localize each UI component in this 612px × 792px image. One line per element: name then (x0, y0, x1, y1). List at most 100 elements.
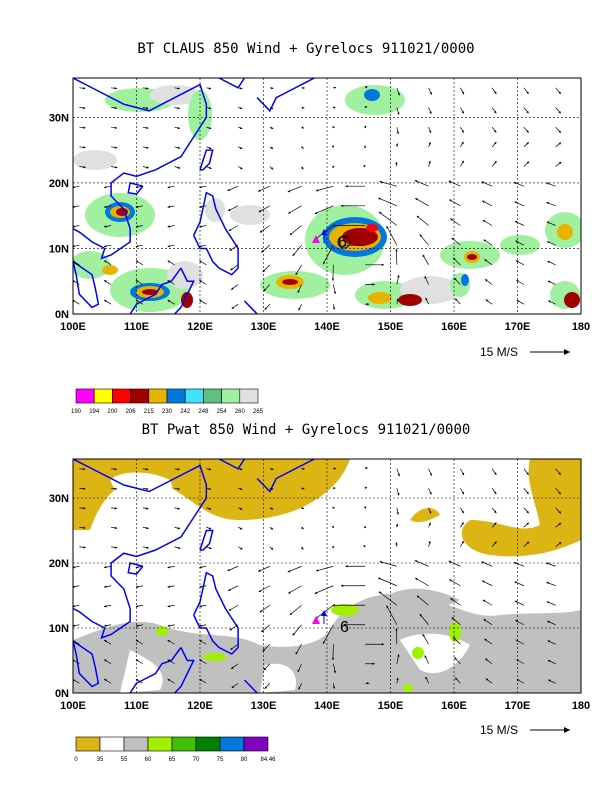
wind-arrow-head (258, 569, 261, 572)
coastline-segment (192, 191, 239, 276)
wind-arrow-head (177, 87, 180, 90)
wind-arrow-head (428, 541, 431, 544)
wind-arrow-head (332, 545, 335, 549)
wind-arrow-head (301, 106, 305, 109)
wind-arrow-head (270, 547, 274, 550)
wind-arrow-head (366, 682, 370, 685)
wind-arrow-head (494, 161, 497, 164)
cloud-top-temperature-field (73, 85, 581, 312)
wind-arrow-head (381, 263, 385, 267)
legend-label: 84.46 (260, 757, 276, 763)
coastline-segment (73, 78, 208, 260)
wind-arrow (416, 595, 429, 606)
wind-arrow-head (547, 620, 550, 624)
wind-arrow (415, 197, 429, 207)
wind-arrow-head (395, 143, 399, 146)
wind-arrow (378, 211, 398, 226)
wind-arrow-head (395, 248, 398, 252)
wind-arrow-head (494, 130, 497, 133)
wind-arrow-head (482, 220, 486, 223)
wind-arrow-head (208, 527, 212, 530)
wind-arrow-head (429, 130, 432, 134)
wind-arrow-head (270, 126, 274, 129)
wind-arrow-head (258, 589, 262, 592)
wind-arrow-head (448, 560, 452, 563)
wind-arrow-head (258, 209, 262, 213)
wind-arrow-head (146, 146, 149, 149)
wind-arrow-head (114, 507, 118, 510)
wind-arrow-head (83, 546, 86, 549)
wind-arrow-head (167, 299, 171, 303)
legend-label: 35 (97, 757, 104, 763)
wind-arrow-head (104, 624, 107, 627)
wind-arrow-head (483, 619, 487, 622)
wind-arrow (289, 225, 302, 236)
legend-label: 248 (198, 409, 209, 415)
wind-arrow-head (209, 546, 212, 550)
wind-arrow-head (429, 492, 432, 495)
wind-arrow-head (363, 525, 367, 529)
wind-arrow-head (177, 487, 180, 491)
wind-arrow-head (526, 510, 529, 514)
wind-arrow-head (461, 491, 464, 495)
axis-ticks: 100E 110E 120E 130E 140E 150E 160E 170E 180 0N 10N… (49, 493, 590, 712)
wind-arrow-head (104, 185, 107, 189)
wind-arrow-head (494, 91, 497, 95)
wind-arrow-head (526, 110, 529, 114)
y-tick-label: 10N (49, 623, 69, 635)
wind-arrow-head (378, 197, 381, 200)
wind-arrow-head (239, 146, 243, 150)
wind-arrow (378, 577, 397, 587)
wind-arrow-head (453, 637, 456, 640)
wind-arrow-head (364, 106, 367, 109)
wind-arrow-head (167, 624, 170, 627)
wind-arrow-head (482, 580, 485, 583)
x-tick-label: 140E (314, 321, 340, 333)
wind-arrow-head (199, 624, 202, 627)
wind-arrow-head (135, 605, 139, 608)
legend-label: 242 (180, 409, 191, 415)
wind-arrow-head (167, 679, 171, 682)
wind-arrow-head (146, 487, 149, 490)
wind-arrow-head (332, 686, 336, 689)
wind-arrow-head (135, 260, 139, 263)
wind-arrow-head (83, 106, 86, 110)
legend-label: 190 (71, 409, 82, 415)
wind-arrow (386, 605, 398, 625)
legend-swatch (184, 388, 204, 404)
wind-arrow-head (494, 491, 497, 495)
wind-arrow-head (461, 540, 464, 544)
wind-arrow-head (340, 204, 344, 208)
wind-arrow-head (301, 506, 304, 510)
wind-arrow-head (526, 142, 529, 145)
wind-arrow-head (363, 125, 367, 129)
wind-arrow-head (548, 679, 551, 682)
x-tick-label: 120E (187, 321, 213, 333)
wind-arrow-head (199, 605, 202, 608)
y-tick-label: 20N (49, 558, 69, 570)
legend-label: 265 (253, 409, 264, 415)
wind-arrow-head (451, 237, 455, 241)
wind-arrow-head (332, 125, 335, 129)
wind-arrow-head (239, 507, 243, 510)
legend-label: 200 (107, 409, 118, 415)
legend-label: 254 (217, 409, 228, 415)
coastline-segment (199, 149, 214, 171)
wind-arrow-head (146, 126, 149, 130)
wind-arrow-head (114, 106, 117, 110)
x-tick-label: 130E (251, 700, 277, 712)
wind-arrow-head (513, 562, 517, 565)
wind-arrow-head (345, 565, 348, 568)
legend-swatch (239, 388, 259, 404)
wind-arrow-head (332, 506, 335, 509)
bottom-panel-title: BT Pwat 850 Wind + Gyrelocs 911021/0000 (141, 422, 471, 438)
legend-label: 70 (193, 757, 200, 763)
wind-arrow-head (199, 280, 202, 283)
wind-arrow-head (494, 510, 497, 514)
coastline (73, 78, 315, 314)
wind-arrow-head (332, 307, 336, 310)
coastline-segment (73, 640, 100, 688)
wind-arrow-head (461, 130, 464, 133)
wind-arrow-head (301, 166, 304, 170)
wind-arrow-head (485, 678, 489, 681)
